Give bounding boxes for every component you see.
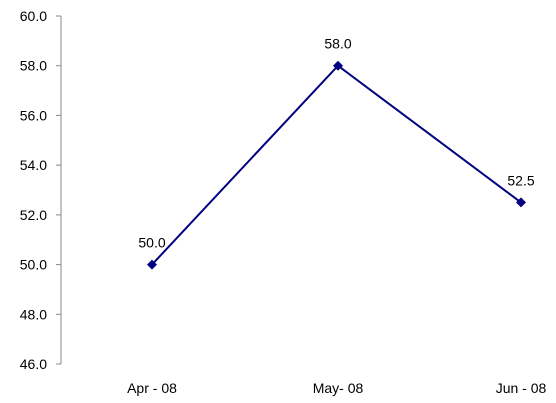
y-tick-label: 58.0 — [20, 58, 47, 74]
series-line — [151, 64, 522, 266]
data-point-marker — [516, 197, 526, 208]
y-tick-label: 60.0 — [20, 8, 47, 24]
y-tick-label: 48.0 — [20, 306, 47, 322]
y-tick-label: 52.0 — [20, 207, 47, 223]
y-tick-label: 46.0 — [20, 356, 47, 372]
series-group: 50.0 58.0 52.5 — [138, 36, 535, 270]
data-point-marker — [147, 259, 157, 270]
data-label: 50.0 — [138, 235, 165, 251]
y-tick-label: 54.0 — [20, 157, 47, 173]
axes: 46.0 48.0 50.0 52.0 54.0 56.0 58.0 60.0 Apr - 08… — [20, 8, 547, 396]
data-label: 58.0 — [324, 36, 351, 52]
y-tick-label: 50.0 — [20, 257, 47, 273]
data-point-marker — [333, 60, 343, 71]
y-tick-label: 56.0 — [20, 107, 47, 123]
x-tick-label: Apr - 08 — [127, 380, 177, 396]
data-label: 52.5 — [507, 172, 534, 188]
x-tick-label: Jun - 08 — [496, 380, 547, 396]
x-tick-label: May- 08 — [313, 380, 364, 396]
